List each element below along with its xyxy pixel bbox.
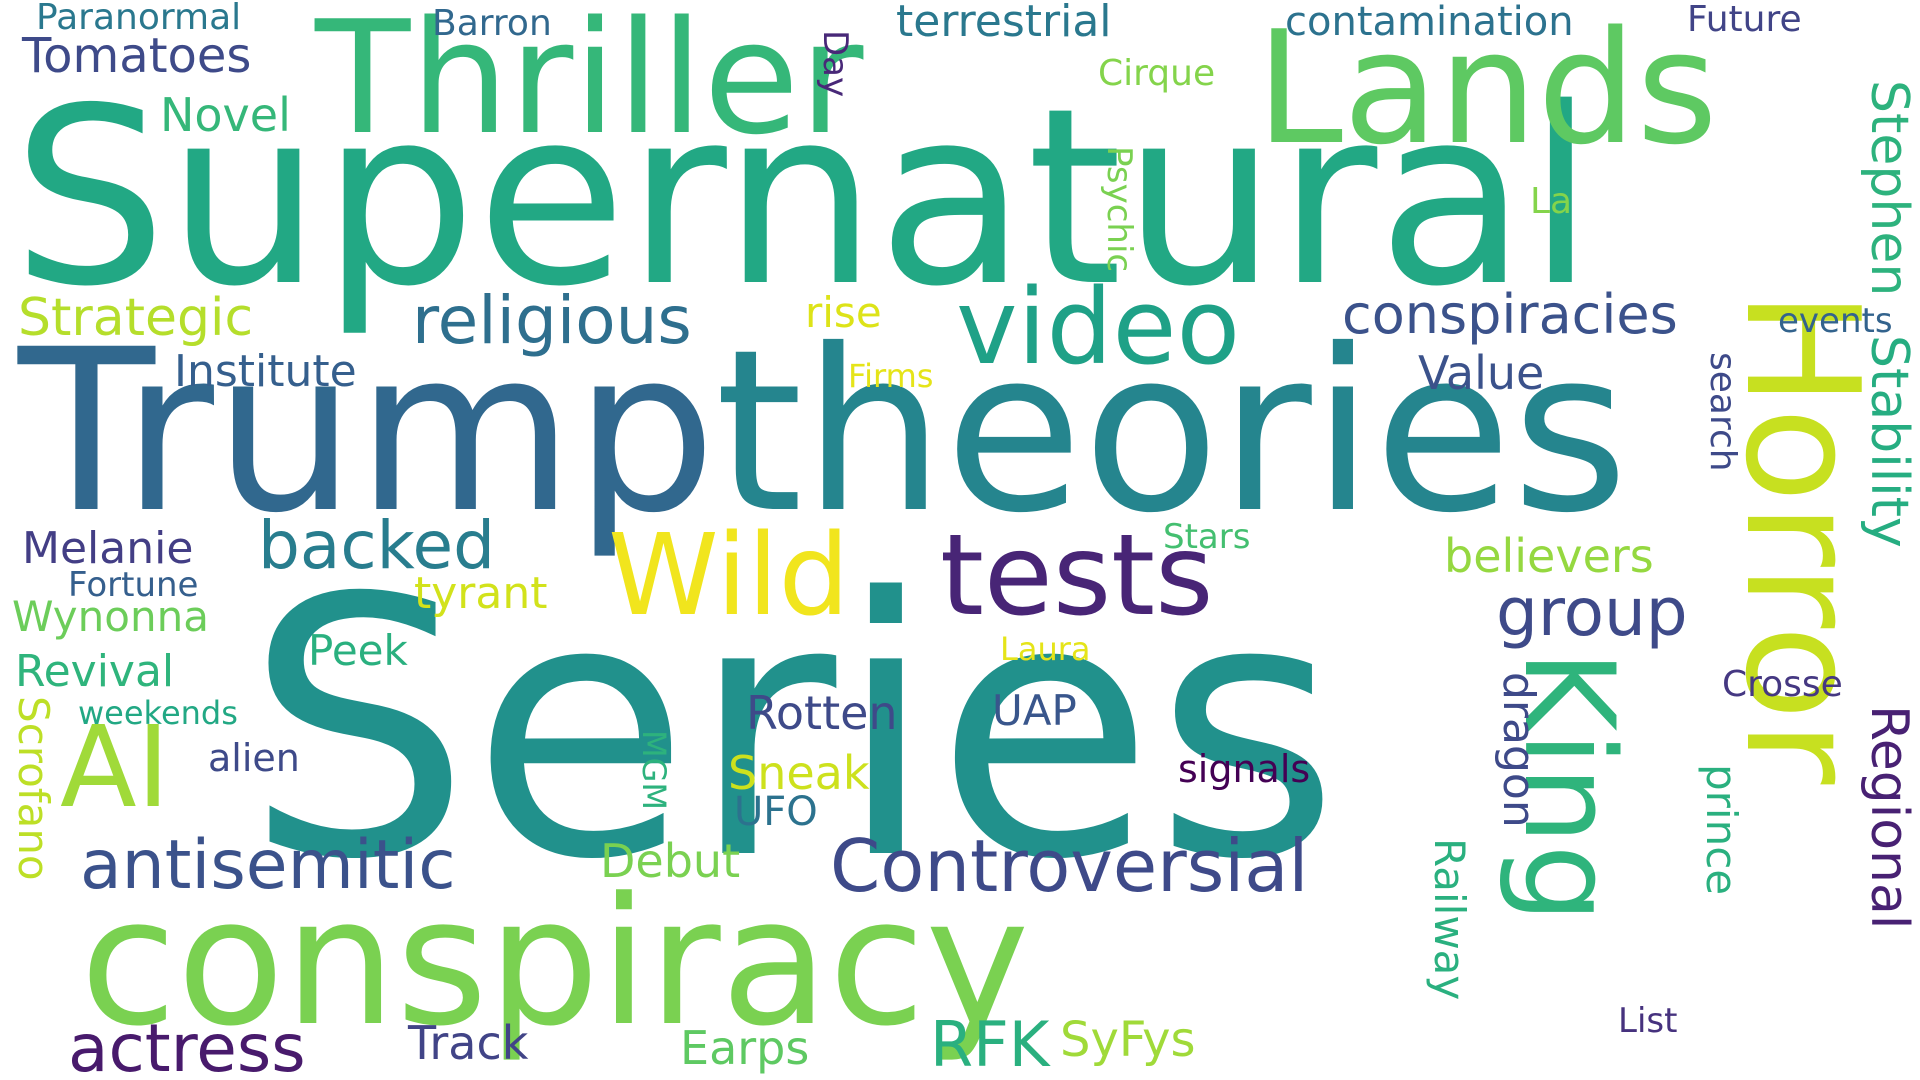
- word: Scrofano: [9, 696, 58, 881]
- word: Sneak: [728, 746, 870, 800]
- word: Stars: [1163, 517, 1251, 557]
- word: Lands: [1256, 0, 1718, 179]
- word: video: [956, 266, 1241, 388]
- word: Melanie: [22, 523, 194, 574]
- word: Track: [408, 1016, 529, 1070]
- word: Stability: [1859, 335, 1919, 548]
- word: Firms: [848, 357, 934, 395]
- word: UAP: [992, 686, 1077, 735]
- word: Series: [245, 523, 1340, 937]
- word: believers: [1444, 529, 1654, 583]
- word: Wynonna: [12, 592, 209, 641]
- word: Wild: [608, 511, 850, 641]
- word: Future: [1687, 0, 1802, 40]
- word: conspiracy: [80, 860, 1030, 1065]
- word: SyFys: [1060, 1012, 1196, 1068]
- word: Paranormal: [36, 0, 242, 38]
- word: UFO: [734, 789, 818, 835]
- word: Institute: [174, 346, 357, 397]
- word: tyrant: [414, 568, 548, 619]
- word: search: [1702, 352, 1743, 472]
- word: List: [1618, 1001, 1678, 1041]
- word: Supernatural: [12, 56, 1595, 340]
- word: AI: [60, 703, 170, 833]
- word: Stephen: [1859, 80, 1919, 297]
- word: prince: [1697, 764, 1746, 896]
- word: Laura: [1000, 630, 1091, 668]
- word: Tomatoes: [22, 28, 252, 84]
- word: Horror: [1711, 290, 1893, 785]
- word: Novel: [160, 88, 291, 142]
- word: Barron: [432, 3, 552, 44]
- word: Fortune: [68, 565, 199, 605]
- word: contamination: [1285, 0, 1574, 45]
- word: Debut: [600, 834, 741, 888]
- word: alien: [208, 736, 300, 780]
- word: MGM: [635, 730, 673, 811]
- word: Day: [815, 30, 855, 98]
- word: Controversial: [830, 824, 1309, 908]
- word: RFK: [930, 1008, 1050, 1080]
- word: actress: [68, 1010, 306, 1080]
- word: Revival: [15, 646, 175, 697]
- word: antisemitic: [80, 826, 456, 905]
- word: Regional: [1859, 705, 1919, 930]
- word: Railway: [1425, 838, 1474, 1001]
- word: group: [1496, 574, 1688, 651]
- word: Trump: [18, 301, 717, 562]
- word: Thriller: [315, 0, 864, 169]
- word: conspiracies: [1342, 283, 1678, 346]
- word: dragon: [1493, 672, 1544, 828]
- word: religious: [412, 282, 692, 359]
- word: theories: [715, 301, 1629, 562]
- word: backed: [258, 507, 495, 584]
- word: events: [1778, 301, 1893, 341]
- word: terrestrial: [896, 0, 1112, 47]
- word: rise: [805, 288, 882, 337]
- word: Strategic: [18, 288, 254, 348]
- word: signals: [1178, 747, 1311, 791]
- word: Value: [1418, 346, 1545, 400]
- word: La: [1530, 181, 1573, 222]
- word: weekends: [78, 694, 238, 732]
- word: tests: [940, 511, 1214, 641]
- word: Earps: [680, 1021, 810, 1075]
- word: Psychic: [1099, 146, 1139, 273]
- word: Rotten: [746, 686, 898, 740]
- word: Cirque: [1098, 53, 1216, 94]
- word: Peek: [308, 626, 408, 675]
- word: Crosse: [1722, 664, 1843, 705]
